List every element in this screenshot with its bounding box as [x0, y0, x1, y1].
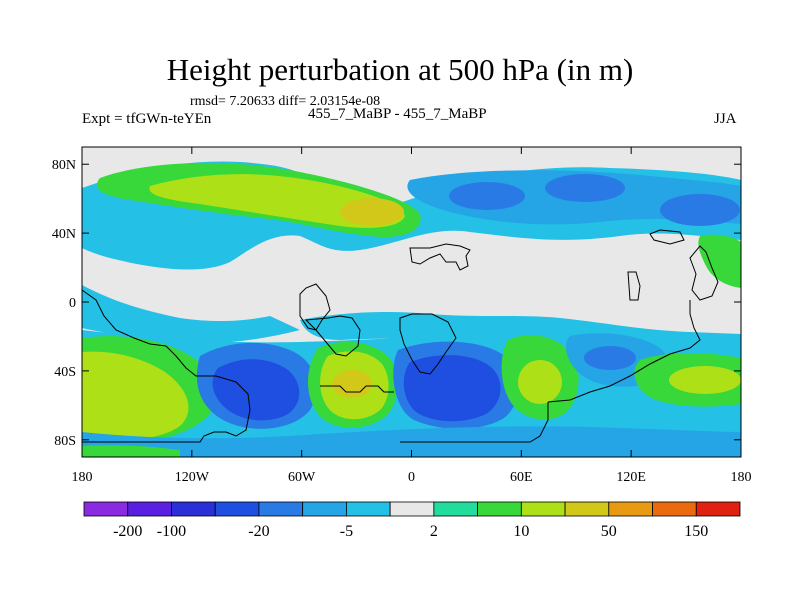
- coastline-asia: [649, 229, 685, 245]
- x-tick-label: 0: [408, 470, 415, 485]
- rmsd-diff-stats: rmsd= 7.20633 diff= 2.03154e-08: [190, 94, 381, 109]
- colorbar-swatch: [477, 501, 522, 517]
- chart-title: Height perturbation at 500 hPa (in m): [166, 52, 634, 87]
- contour-core-yellow: [332, 370, 372, 398]
- colorbar: -200 -100 -20 -5 2 10 50 150: [83, 501, 741, 540]
- contour-cell-midblue: [660, 194, 740, 226]
- colorbar-swatch: [433, 501, 479, 517]
- colorbar-label: 150: [684, 523, 708, 540]
- contour-cell-midblue: [584, 346, 636, 370]
- colorbar-label: -100: [157, 523, 186, 540]
- coastline-antarctic-west: [82, 289, 251, 443]
- colorbar-swatch: [214, 501, 260, 517]
- colorbar-label: 10: [513, 523, 529, 540]
- experiment-label: Expt = tfGWn-teYEn: [82, 111, 212, 127]
- season-label: JJA: [714, 111, 737, 127]
- colorbar-label: 2: [430, 523, 438, 540]
- x-tick-label: 180: [731, 470, 752, 485]
- colorbar-swatch: [652, 501, 697, 517]
- x-tick-label: 120E: [616, 470, 646, 485]
- colorbar-swatch: [127, 501, 172, 517]
- y-tick-label: 80N: [52, 158, 76, 173]
- coastline-india: [627, 271, 641, 301]
- subtitle: 455_7_MaBP - 455_7_MaBP: [308, 106, 487, 122]
- coastline-antarctic-east: [400, 402, 549, 443]
- x-tick-label: 60W: [288, 470, 316, 485]
- y-tick-label: 40S: [54, 365, 76, 380]
- y-tick-label: 0: [69, 296, 76, 311]
- coastlines: [82, 229, 719, 443]
- colorbar-swatch: [608, 501, 653, 517]
- coastline-europe: [409, 243, 471, 271]
- colorbar-swatch: [564, 501, 610, 517]
- contour-cell-blue: [212, 359, 300, 421]
- colorbar-swatch: [695, 501, 741, 517]
- y-tick-label: 80S: [54, 434, 76, 449]
- colorbar-swatch: [83, 501, 129, 517]
- y-tick-label: 40N: [52, 227, 76, 242]
- contour-cell-blue: [403, 355, 501, 422]
- contour-fill-layer: [82, 161, 741, 457]
- contour-cell-midblue: [449, 182, 525, 210]
- coastline-australia: [547, 300, 701, 403]
- x-tick-label: 60E: [510, 470, 533, 485]
- colorbar-label: -20: [248, 523, 269, 540]
- contour-blob-yellowgreen: [669, 366, 741, 394]
- colorbar-swatch: [171, 501, 216, 517]
- coastline-asia: [689, 245, 719, 301]
- coastline-africa: [399, 313, 457, 375]
- contour-cell-midblue: [545, 174, 625, 202]
- contour-band-cyan: [82, 285, 300, 344]
- map-plot: [81, 146, 742, 458]
- coastline-south-america: [304, 315, 361, 357]
- colorbar-label: 50: [601, 523, 617, 540]
- coastline-subantarctic-islands: [320, 385, 394, 393]
- contour-core-yellow: [340, 198, 404, 226]
- colorbar-swatch: [389, 501, 435, 517]
- colorbar-label: -5: [340, 523, 353, 540]
- colorbar-swatch: [258, 501, 304, 517]
- coastline-central-america: [299, 283, 331, 331]
- contour-blob-yellowgreen: [518, 360, 562, 404]
- contour-blob-yellowgreen: [82, 351, 189, 441]
- x-tick-label: 180: [72, 470, 93, 485]
- colorbar-swatch: [302, 501, 347, 517]
- x-tick-label: 120W: [175, 470, 210, 485]
- colorbar-label: -200: [113, 523, 142, 540]
- contour-patch-green: [698, 234, 741, 288]
- axis-ticks: 180 120W 60W 0 60E 120E 180 80N 40N 0 40S 80S: [52, 147, 752, 485]
- contour-patch-green: [82, 445, 180, 457]
- colorbar-swatch: [520, 501, 566, 517]
- colorbar-swatch: [345, 501, 391, 517]
